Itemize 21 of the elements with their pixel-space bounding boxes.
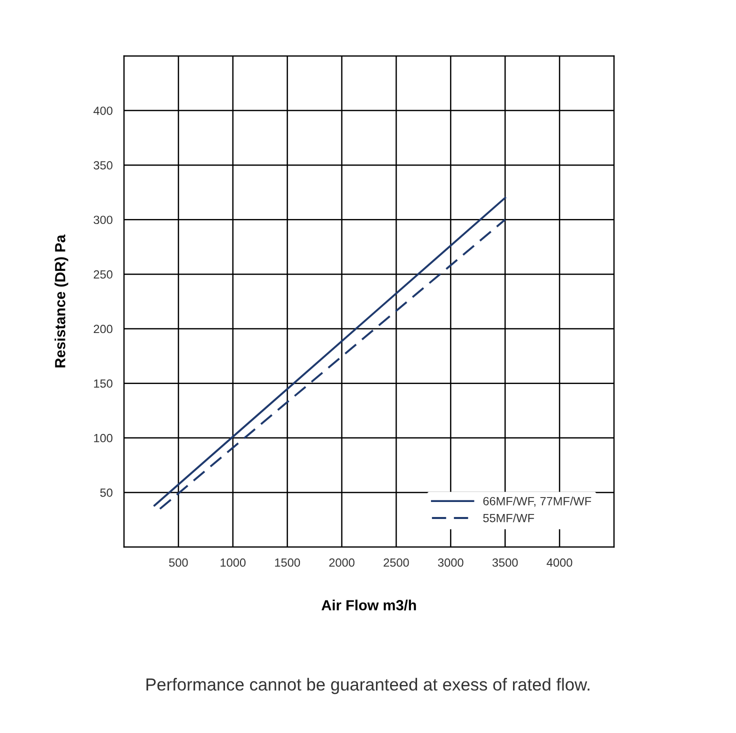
x-tick-label: 2500 (384, 558, 409, 567)
y-axis-title: Resistance (DR) Pa (54, 234, 68, 368)
x-tick-label: 1000 (220, 558, 246, 567)
x-axis-title: Air Flow m3/h (322, 600, 416, 611)
x-tick-label: 2000 (329, 558, 354, 567)
y-tick-label: 50 (100, 488, 112, 497)
y-tick-label: 350 (94, 161, 112, 170)
x-tick-label: 4000 (546, 558, 572, 567)
x-tick-label: 500 (169, 558, 188, 567)
y-tick-label: 300 (94, 216, 112, 224)
x-tick-label: 3500 (492, 558, 518, 567)
x-tick-label: 1500 (275, 558, 300, 567)
y-tick-label: 100 (94, 434, 112, 442)
legend-label: 66MF/WF, 77MF/WF (483, 496, 592, 507)
y-tick-label: 200 (94, 324, 112, 334)
legend-label: 55MF/WF (483, 514, 534, 522)
x-tick-label: 3000 (438, 558, 464, 567)
y-tick-label: 250 (94, 270, 112, 279)
y-tick-label: 150 (94, 379, 112, 388)
y-tick-label: 400 (93, 106, 112, 115)
text: Performance cannot be guaranteed at exess of rated flow. (146, 678, 590, 694)
